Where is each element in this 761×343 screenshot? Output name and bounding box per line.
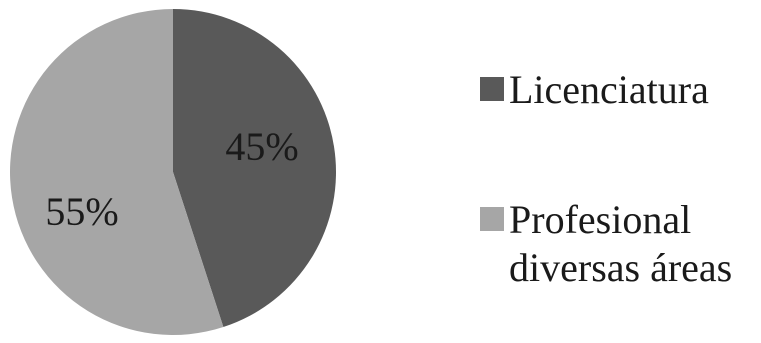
legend-label-0-line-0: Licenciatura (509, 67, 709, 112)
pie-slice-label-0: 45% (225, 124, 298, 169)
legend-swatch-0 (480, 77, 504, 101)
pie-slice-1 (9, 9, 224, 336)
pie-slice-0 (173, 9, 336, 328)
pie-slice-labels: 45% 55% (45, 124, 298, 234)
pie-slices (9, 9, 336, 336)
pie-slice-label-1: 55% (45, 189, 118, 234)
legend-item-0: Licenciatura (480, 67, 709, 112)
legend-label-1-line-0: Profesional (509, 197, 691, 242)
legend-label-1-line-1: diversas áreas (509, 245, 732, 290)
legend-swatch-1 (480, 207, 504, 231)
